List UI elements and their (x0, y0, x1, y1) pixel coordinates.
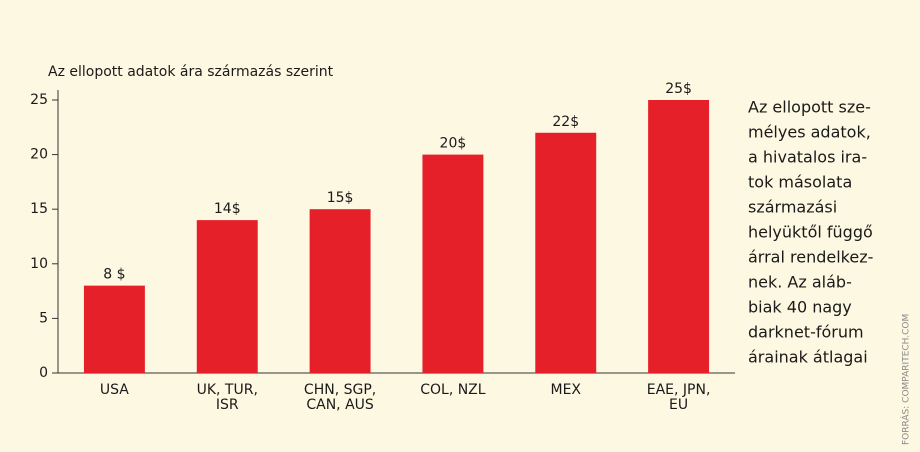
value-label: 20$ (440, 136, 467, 152)
note-line: árainak átlagai (748, 348, 868, 367)
value-label: 15$ (327, 190, 354, 206)
x-tick-label: MEX (550, 382, 581, 398)
bar (535, 132, 597, 373)
source: FORRÁS: COMPARITECH.COM (900, 314, 912, 445)
bar (648, 100, 710, 373)
value-label: 25$ (665, 81, 692, 97)
y-tick-label: 0 (39, 365, 48, 381)
value-label: 8 $ (103, 267, 125, 283)
value-label: 22$ (552, 114, 579, 130)
y-tick-label: 15 (30, 201, 48, 217)
note-line: nek. Az aláb- (748, 273, 852, 292)
note-line: Az ellopott sze- (748, 98, 871, 117)
value-label: 14$ (214, 201, 241, 217)
note-line: mélyes adatok, (748, 123, 871, 142)
x-tick-label: CHN, SGP, CAN, AUS (303, 382, 377, 413)
y-tick-label: 20 (30, 147, 48, 163)
note-line: darknet-fórum (748, 323, 864, 342)
bar (196, 220, 258, 373)
bar (83, 285, 145, 373)
bar (422, 154, 484, 373)
y-tick-label: 10 (30, 256, 48, 272)
x-tick-label: UK, TUR, ISR (196, 382, 258, 413)
bar (309, 209, 371, 373)
note-line: helyüktől függő (748, 223, 873, 242)
note-line: származási (748, 198, 837, 217)
x-tick-label: COL, NZL (420, 382, 486, 398)
x-tick-label: EAE, JPN, EU (646, 382, 711, 413)
note-line: árral rendelkez- (748, 248, 873, 267)
x-tick-label: USA (99, 382, 129, 398)
y-tick-label: 5 (39, 310, 48, 326)
note-line: biak 40 nagy (748, 298, 852, 317)
note-line: tok másolata (748, 173, 852, 192)
chart-title: Az ellopott adatok ára származás szerint (48, 64, 334, 80)
note-line: a hivatalos ira- (748, 148, 867, 167)
y-tick-label: 25 (30, 92, 48, 108)
